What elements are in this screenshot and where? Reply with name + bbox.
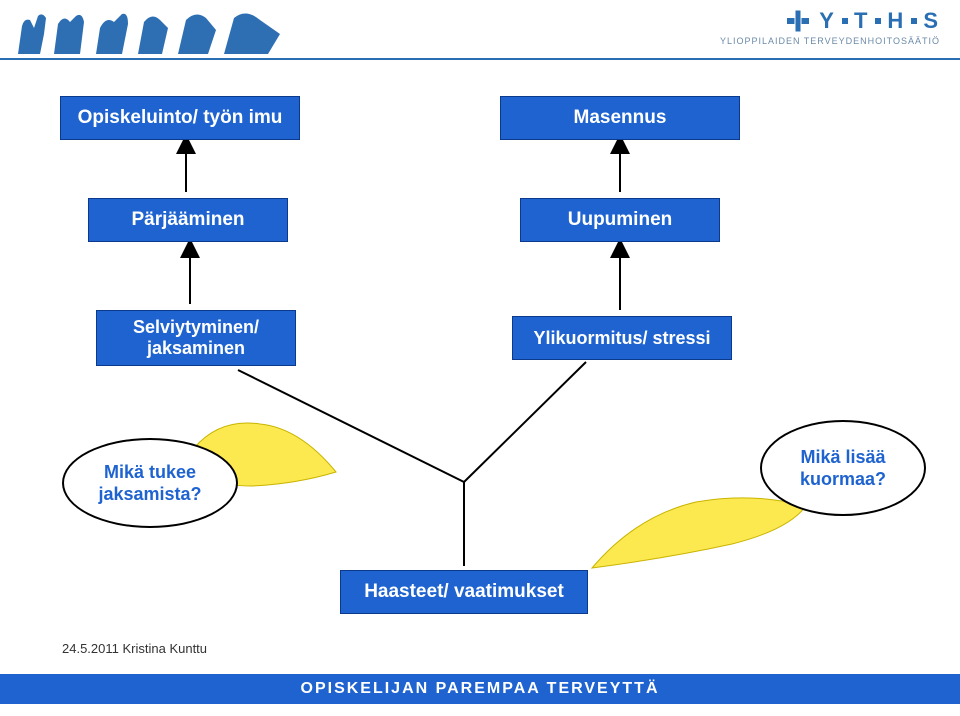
logo-cross-icon	[785, 8, 811, 34]
box-selviytyminen: Selviytyminen/ jaksaminen	[96, 310, 296, 366]
y-branch-right	[464, 362, 586, 482]
logo-letters: Y T H S	[819, 8, 940, 34]
header-silhouettes	[10, 6, 310, 56]
logo-dot-icon	[911, 18, 917, 24]
box-opiskeluinto: Opiskeluinto/ työn imu	[60, 96, 300, 140]
date-author: 24.5.2011 Kristina Kunttu	[62, 641, 207, 656]
box-uupuminen: Uupuminen	[520, 198, 720, 242]
box-ylikuormitus: Ylikuormitus/ stressi	[512, 316, 732, 360]
slide: Y T H S YLIOPPILAIDEN TERVEYDENHOITOSÄÄT…	[0, 0, 960, 716]
logo-dot-icon	[842, 18, 848, 24]
header-underline	[0, 58, 960, 60]
y-branch-left	[238, 370, 464, 482]
logo-subtitle: YLIOPPILAIDEN TERVEYDENHOITOSÄÄTIÖ	[720, 36, 940, 46]
box-parjaaminen: Pärjääminen	[88, 198, 288, 242]
callout-right	[592, 498, 806, 568]
logo-letter: T	[854, 8, 869, 34]
logo-letter: S	[923, 8, 940, 34]
footer-text: OPISKELIJAN PAREMPAA TERVEYTTÄ	[301, 680, 660, 698]
logo-letter: Y	[819, 8, 836, 34]
box-haasteet: Haasteet/ vaatimukset	[340, 570, 588, 614]
logo: Y T H S	[785, 8, 940, 34]
logo-letter: H	[887, 8, 905, 34]
logo-dot-icon	[875, 18, 881, 24]
oval-mika-lisaa: Mikä lisää kuormaa?	[760, 420, 926, 516]
header: Y T H S YLIOPPILAIDEN TERVEYDENHOITOSÄÄT…	[0, 0, 960, 70]
oval-mika-tukee: Mikä tukee jaksamista?	[62, 438, 238, 528]
footer-bar: OPISKELIJAN PAREMPAA TERVEYTTÄ	[0, 674, 960, 704]
box-masennus: Masennus	[500, 96, 740, 140]
